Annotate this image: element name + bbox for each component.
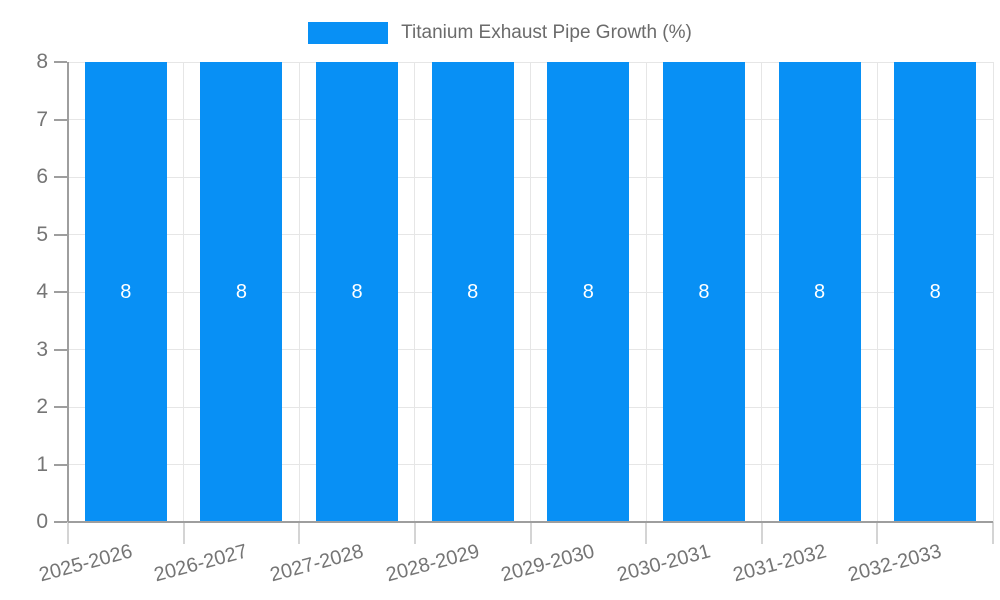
y-axis-tick-label: 8 (2, 51, 48, 73)
y-axis-tick (54, 176, 67, 178)
x-axis-tick (645, 522, 647, 544)
bar[interactable]: 8 (200, 62, 282, 522)
vertical-gridline (761, 62, 762, 522)
bar[interactable]: 8 (547, 62, 629, 522)
y-axis-tick-label: 7 (2, 109, 48, 131)
bar[interactable]: 8 (779, 62, 861, 522)
vertical-gridline (993, 62, 994, 522)
vertical-gridline (414, 62, 415, 522)
y-axis-tick-label: 5 (2, 224, 48, 246)
bar-value-label: 8 (547, 281, 629, 303)
y-axis-line (67, 62, 69, 522)
bar-value-label: 8 (894, 281, 976, 303)
x-axis-tick (992, 522, 994, 544)
vertical-gridline (183, 62, 184, 522)
legend-color-swatch (308, 22, 388, 44)
vertical-gridline (646, 62, 647, 522)
legend-series-label: Titanium Exhaust Pipe Growth (%) (401, 22, 692, 44)
vertical-gridline (530, 62, 531, 522)
x-axis-tick (761, 522, 763, 544)
y-axis-tick-label: 0 (2, 511, 48, 533)
y-axis-tick (54, 119, 67, 121)
bar-value-label: 8 (432, 281, 514, 303)
vertical-gridline (299, 62, 300, 522)
y-axis-tick-label: 4 (2, 281, 48, 303)
y-axis-tick (54, 521, 67, 523)
x-axis-tick (414, 522, 416, 544)
y-axis-tick-label: 6 (2, 166, 48, 188)
y-axis-tick (54, 291, 67, 293)
bar[interactable]: 8 (85, 62, 167, 522)
vertical-gridline (877, 62, 878, 522)
bar-value-label: 8 (200, 281, 282, 303)
bar[interactable]: 8 (894, 62, 976, 522)
x-axis-tick (298, 522, 300, 544)
bar-value-label: 8 (779, 281, 861, 303)
y-axis-tick (54, 406, 67, 408)
chart-legend[interactable]: Titanium Exhaust Pipe Growth (%) (0, 22, 1000, 44)
y-axis-tick (54, 349, 67, 351)
y-axis-tick (54, 61, 67, 63)
y-axis-tick (54, 234, 67, 236)
y-axis-tick-label: 3 (2, 339, 48, 361)
bar[interactable]: 8 (663, 62, 745, 522)
y-axis-tick-label: 2 (2, 396, 48, 418)
plot-area: 8 8 8 8 8 8 8 8 (68, 62, 993, 522)
bar-value-label: 8 (663, 281, 745, 303)
bar-value-label: 8 (316, 281, 398, 303)
bar[interactable]: 8 (432, 62, 514, 522)
bar-chart: Titanium Exhaust Pipe Growth (%) 0 1 2 3 4 5 6… (0, 0, 1000, 600)
x-axis-tick (876, 522, 878, 544)
x-axis-tick (530, 522, 532, 544)
x-axis-line (68, 521, 993, 523)
bar[interactable]: 8 (316, 62, 398, 522)
bar-value-label: 8 (85, 281, 167, 303)
x-axis-tick (183, 522, 185, 544)
y-axis-tick (54, 464, 67, 466)
x-axis-tick (67, 522, 69, 544)
y-axis-tick-label: 1 (2, 454, 48, 476)
